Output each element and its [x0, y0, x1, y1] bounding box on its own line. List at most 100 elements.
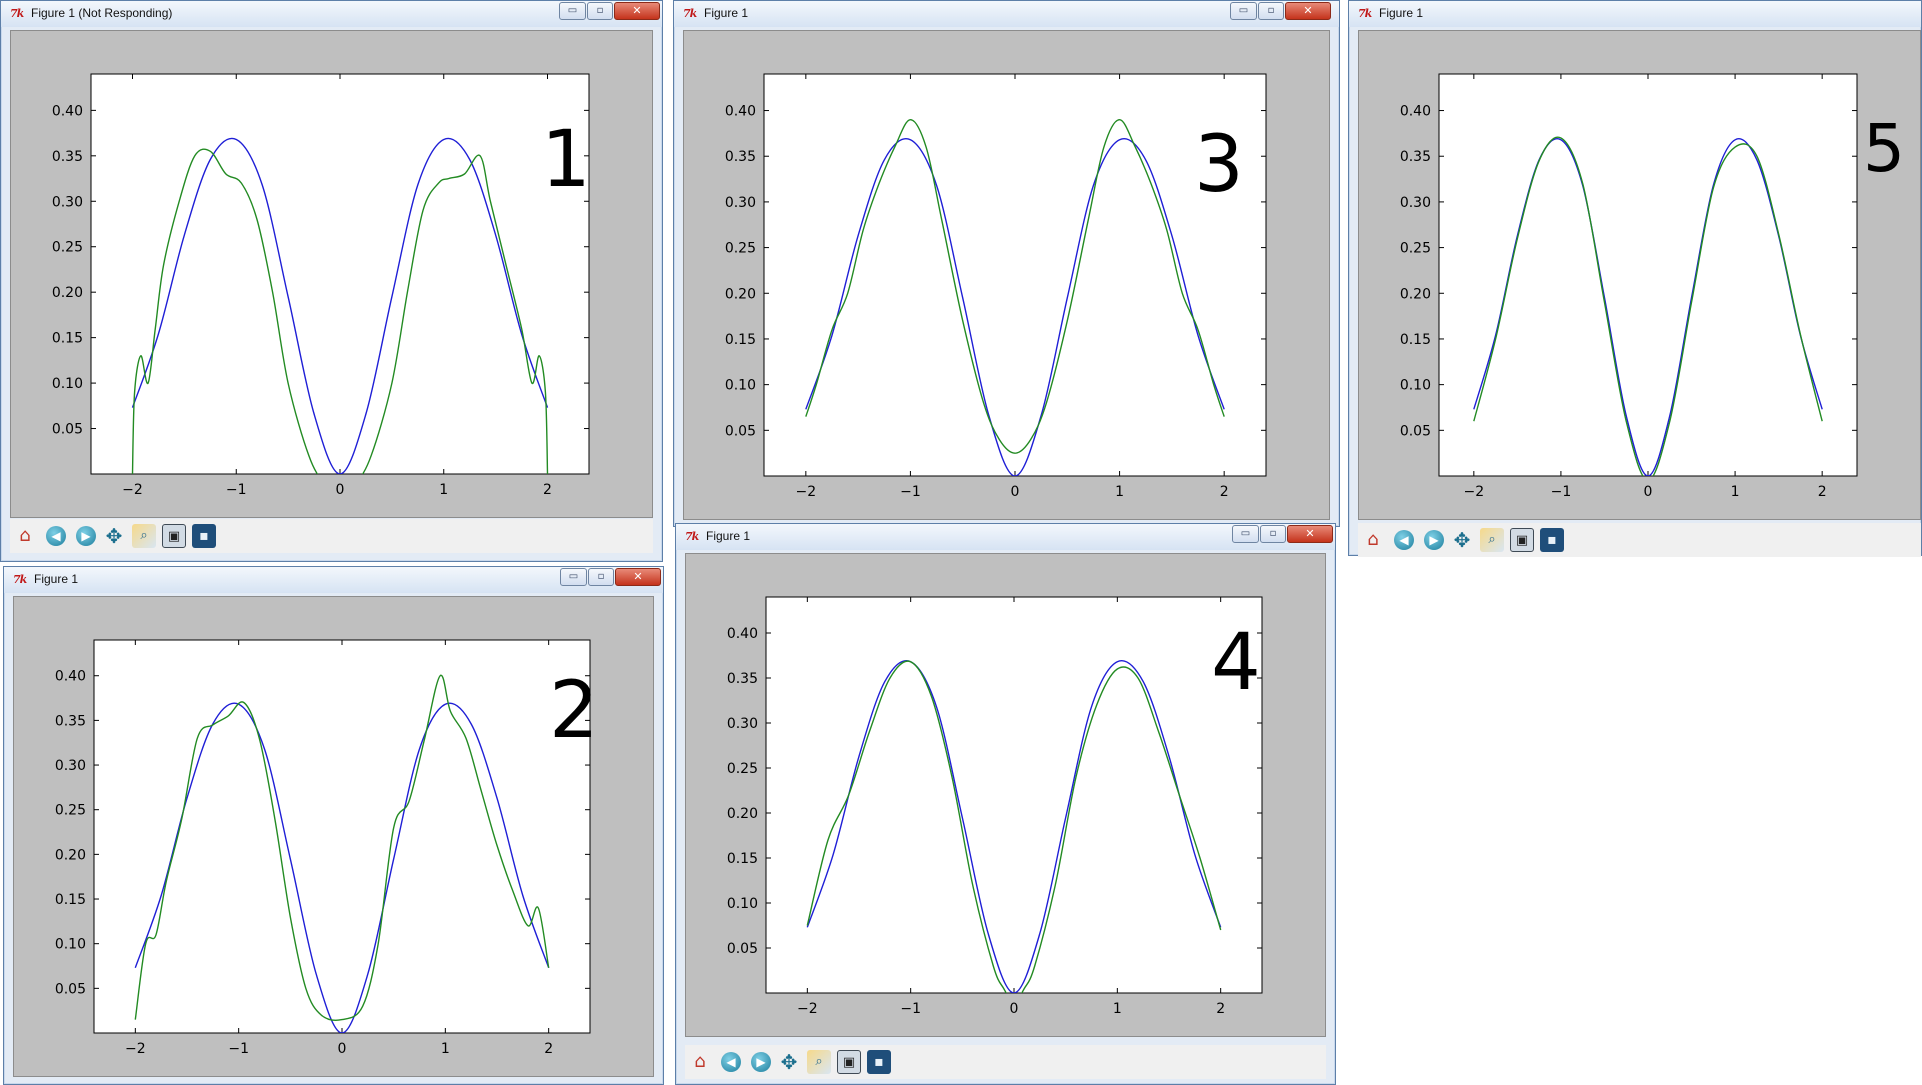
- title-bar[interactable]: 7k Figure 1: [1349, 1, 1921, 27]
- x-tick-label: 2: [1220, 484, 1229, 500]
- minimize-button[interactable]: ▭: [1230, 2, 1257, 20]
- forward-icon[interactable]: ▶: [76, 526, 96, 546]
- y-tick-label: 0.30: [725, 195, 756, 211]
- figure-canvas[interactable]: −2 −1 0 1 2 0.05 0.10 0.15 0.20 0.25 0.30 0.35 0.40 5: [1358, 30, 1921, 520]
- minimize-button[interactable]: ▭: [559, 2, 586, 20]
- y-tick-label: 0.35: [725, 149, 756, 165]
- back-icon[interactable]: ◀: [721, 1052, 741, 1072]
- plot-area: [765, 596, 1263, 994]
- series-line-green: [134, 674, 550, 1021]
- save-icon[interactable]: ▪: [192, 524, 216, 548]
- y-tick-label: 0.15: [55, 892, 86, 908]
- close-button[interactable]: ✕: [1287, 525, 1333, 543]
- x-tick-label: 1: [1115, 484, 1124, 500]
- figure-window-4[interactable]: 7k Figure 1 ▭ ▫ ✕ −2 −1 0 1 2 0.05 0.10 0.15 0.2…: [675, 523, 1336, 1085]
- figure-window-3[interactable]: 7k Figure 1 ▭ ▫ ✕ −2 −1 0 1 2 0.05 0.10 0.15 0.2…: [673, 0, 1340, 527]
- title-bar[interactable]: 7k Figure 1 ▭ ▫ ✕: [676, 524, 1335, 550]
- title-bar[interactable]: 7k Figure 1 ▭ ▫ ✕: [4, 567, 663, 593]
- maximize-button[interactable]: ▫: [588, 568, 614, 586]
- back-icon[interactable]: ◀: [46, 526, 66, 546]
- y-tick-label: 0.30: [1400, 195, 1431, 211]
- title-bar[interactable]: 7k Figure 1 ▭ ▫ ✕: [674, 1, 1339, 27]
- line-chart: −2 −1 0 1 2 0.05 0.10 0.15 0.20 0.25 0.30 0.35 0.40 4: [727, 596, 1263, 1017]
- y-tick-label: 0.05: [725, 423, 756, 439]
- y-tick-label: 0.20: [1400, 286, 1431, 302]
- figure-canvas[interactable]: −2 −1 0 1 2 0.05 0.10 0.15 0.20 0.25 0.30 0.35 0.40 3: [683, 30, 1330, 520]
- minimize-button[interactable]: ▭: [560, 568, 587, 586]
- forward-icon[interactable]: ▶: [751, 1052, 771, 1072]
- series-line-green: [806, 660, 1222, 993]
- close-button[interactable]: ✕: [614, 2, 660, 20]
- plot-area: [763, 73, 1267, 477]
- back-icon[interactable]: ◀: [1394, 530, 1414, 550]
- title-bar[interactable]: 7k Figure 1 (Not Responding) ▭ ▫ ✕: [1, 1, 662, 27]
- window-title: Figure 1: [1379, 6, 1424, 20]
- y-tick-label: 0.40: [727, 626, 758, 642]
- tk-feather-icon: 7k: [683, 7, 697, 20]
- series-line-blue: [131, 137, 549, 474]
- window-title: Figure 1 (Not Responding): [31, 6, 173, 20]
- close-button[interactable]: ✕: [1285, 2, 1331, 20]
- series-line-blue: [806, 660, 1222, 993]
- y-tick-label: 0.10: [1400, 378, 1431, 394]
- y-tick-label: 0.35: [52, 149, 83, 165]
- configure-subplots-icon[interactable]: ▣: [837, 1050, 861, 1074]
- line-chart: −2 −1 0 1 2 0.05 0.10 0.15 0.20 0.25 0.30 0.35 0.40 3: [725, 73, 1267, 500]
- figure-window-1[interactable]: 7k Figure 1 (Not Responding) ▭ ▫ ✕ −2 −1 0…: [0, 0, 663, 562]
- x-tick-label: −1: [900, 484, 921, 500]
- plot-area: [93, 639, 591, 1034]
- pan-icon[interactable]: ✥: [1453, 528, 1471, 552]
- navigation-toolbar: ⌂ ◀ ▶ ✥ ⌕ ▣ ▪: [10, 519, 653, 553]
- y-tick-label: 0.30: [727, 716, 758, 732]
- y-tick-label: 0.15: [727, 851, 758, 867]
- navigation-toolbar: ⌂ ◀ ▶ ✥ ⌕ ▣ ▪: [685, 1045, 1326, 1079]
- plot-area: [90, 73, 590, 475]
- save-icon[interactable]: ▪: [1540, 528, 1564, 552]
- x-tick-label: −1: [226, 482, 247, 498]
- x-tick-label: 0: [1644, 484, 1653, 500]
- configure-subplots-icon[interactable]: ▣: [162, 524, 186, 548]
- y-tick-label: 0.25: [1400, 241, 1431, 257]
- close-button[interactable]: ✕: [615, 568, 661, 586]
- figure-window-2[interactable]: 7k Figure 1 ▭ ▫ ✕ −2 −1 0 1 2 0.05 0.10 0.15 0.2…: [3, 566, 664, 1085]
- x-tick-label: 0: [1010, 1001, 1019, 1017]
- figure-canvas[interactable]: −2 −1 0 1 2 0.05 0.10 0.15 0.20 0.25 0.30 0.35 0.40 4: [685, 553, 1326, 1037]
- y-tick-label: 0.25: [727, 761, 758, 777]
- maximize-button[interactable]: ▫: [1260, 525, 1286, 543]
- y-tick-label: 0.30: [52, 194, 83, 210]
- home-icon[interactable]: ⌂: [694, 1051, 706, 1072]
- handwritten-annotation: 2: [549, 666, 599, 756]
- y-tick-label: 0.05: [55, 981, 86, 997]
- x-tick-label: −2: [1464, 484, 1485, 500]
- y-tick-label: 0.05: [727, 941, 758, 957]
- home-icon[interactable]: ⌂: [19, 525, 31, 546]
- forward-icon[interactable]: ▶: [1424, 530, 1444, 550]
- zoom-icon[interactable]: ⌕: [807, 1050, 831, 1074]
- home-icon[interactable]: ⌂: [1367, 529, 1379, 550]
- x-tick-label: −2: [122, 482, 143, 498]
- tk-feather-icon: 7k: [13, 573, 27, 586]
- figure-canvas[interactable]: −2 −1 0 1 2 0.05 0.10 0.15 0.20 0.25 0.30 0.35 0.40 2: [13, 596, 654, 1077]
- desktop-background: [1345, 555, 1922, 1085]
- y-tick-label: 0.10: [727, 896, 758, 912]
- y-tick-label: 0.15: [725, 332, 756, 348]
- x-tick-label: 2: [543, 482, 552, 498]
- maximize-button[interactable]: ▫: [587, 2, 613, 20]
- y-tick-label: 0.05: [52, 422, 83, 438]
- zoom-icon[interactable]: ⌕: [1480, 528, 1504, 552]
- save-icon[interactable]: ▪: [867, 1050, 891, 1074]
- x-tick-label: 1: [1731, 484, 1740, 500]
- zoom-icon[interactable]: ⌕: [132, 524, 156, 548]
- pan-icon[interactable]: ✥: [780, 1050, 798, 1074]
- x-tick-label: −1: [228, 1041, 249, 1057]
- x-tick-label: 0: [1011, 484, 1020, 500]
- figure-window-5[interactable]: 7k Figure 1 −2 −1 0 1 2 0.05 0.10 0.15 0.20 0.25 0…: [1348, 0, 1922, 557]
- x-tick-label: 2: [1216, 1001, 1225, 1017]
- minimize-button[interactable]: ▭: [1232, 525, 1259, 543]
- maximize-button[interactable]: ▫: [1258, 2, 1284, 20]
- pan-icon[interactable]: ✥: [105, 524, 123, 548]
- series-line-green: [805, 118, 1225, 454]
- figure-canvas[interactable]: −2 −1 0 1 2 0.05 0.10 0.15 0.20 0.25 0.30 0.35 0.40 1: [10, 30, 653, 518]
- configure-subplots-icon[interactable]: ▣: [1510, 528, 1534, 552]
- x-tick-label: −1: [1551, 484, 1572, 500]
